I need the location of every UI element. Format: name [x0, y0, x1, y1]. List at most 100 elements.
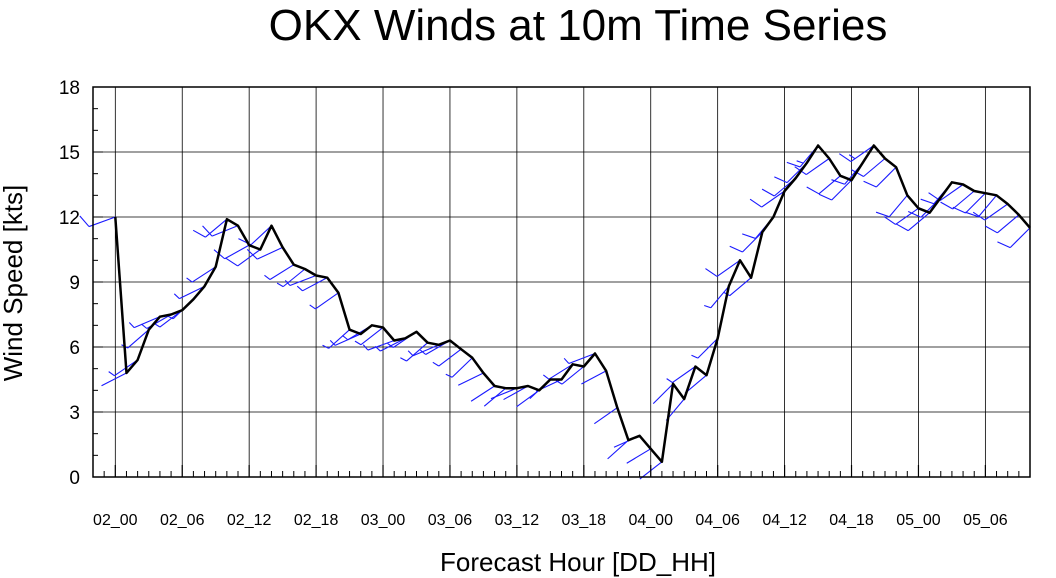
wind-barb-staff	[458, 372, 484, 386]
wind-barb-staff	[710, 285, 730, 309]
x-tick-label: 05_00	[896, 512, 941, 529]
wind-barb-staff	[127, 329, 150, 349]
chart-title: OKX Winds at 10m Time Series	[269, 1, 888, 50]
wind-barb-half-feather	[296, 285, 303, 292]
x-tick-label: 03_00	[361, 512, 406, 529]
wind-barb-staff	[888, 194, 908, 218]
wind-barb-staff	[716, 259, 741, 277]
wind-barb-staff	[360, 327, 384, 346]
wind-barb-staff	[470, 385, 495, 402]
wind-barb-half-feather	[329, 340, 336, 346]
wind-barb-staff	[742, 231, 763, 253]
x-tick-label: 02_00	[93, 512, 138, 529]
wind-barb-staff	[191, 266, 217, 283]
wind-barb-staff	[818, 175, 841, 195]
x-tick-label: 02_12	[227, 512, 272, 529]
wind-barb-half-feather	[374, 345, 381, 352]
y-tick-label: 18	[59, 78, 80, 99]
wind-barb-staff	[328, 329, 350, 349]
wind-barb-staff	[380, 337, 406, 352]
wind-barb-staff	[729, 277, 752, 297]
wind-barb-staff	[503, 385, 529, 401]
x-tick-label: 04_06	[695, 512, 740, 529]
wind-barb-staff	[939, 184, 964, 202]
wind-barb-half-feather	[407, 350, 414, 357]
grid	[93, 86, 1030, 478]
wind-barb-staff	[302, 277, 328, 292]
wind-barb-feather	[786, 161, 801, 168]
wind-barb-staff	[257, 246, 283, 260]
x-tick-label: 02_06	[160, 512, 205, 529]
wind-barb-half-feather	[691, 354, 699, 359]
wind-barb-staff	[805, 158, 830, 176]
wind-barb-staff	[965, 192, 986, 214]
wind-barb-feather	[831, 179, 845, 185]
wind-barb-half-feather	[128, 322, 135, 328]
wind-barb-feather	[79, 215, 90, 227]
wind-barb-staff	[561, 366, 585, 385]
wind-barb-half-feather	[400, 357, 407, 362]
x-tick-label: 04_00	[628, 512, 673, 529]
wind-barb-half-feather	[141, 323, 148, 329]
wind-barb-staff	[684, 374, 707, 394]
wind-barb-feather	[202, 225, 213, 237]
wind-barb-feather	[965, 211, 979, 218]
wind-barb-staff	[581, 370, 607, 385]
wind-barb-staff	[315, 292, 339, 310]
y-tick-label: 6	[69, 338, 80, 359]
wind-barb-half-feather	[186, 277, 193, 283]
wind-barb-half-feather	[796, 160, 804, 164]
wind-barb-feather	[839, 153, 852, 163]
wind-barb-staff	[237, 249, 261, 267]
y-tick-label: 0	[69, 468, 80, 489]
y-tick-label: 15	[59, 143, 80, 164]
wind-barb-staff	[978, 194, 997, 218]
wind-barb-staff	[984, 203, 1009, 221]
wind-barb-feather	[749, 198, 762, 208]
wind-barb-feather	[818, 193, 832, 201]
wind-barb-staff	[367, 339, 395, 351]
wind-barb-feather	[907, 211, 922, 218]
wind-barb-staff	[406, 342, 429, 362]
plot-frame	[92, 86, 1031, 478]
x-tick-label: 05_06	[963, 512, 1008, 529]
y-axis-label: Wind Speed [kts]	[0, 185, 28, 382]
wind-speed-line	[114, 144, 1031, 464]
wind-barb-feather	[940, 201, 954, 210]
wind-barb-staff	[568, 352, 596, 365]
wind-barb-staff	[490, 387, 518, 400]
wind-barb-feather	[705, 268, 718, 277]
wind-barb-half-feather	[264, 274, 271, 280]
wind-barb-staff	[907, 212, 930, 232]
wind-barb-half-feather	[432, 361, 440, 367]
wind-barb-staff	[697, 337, 719, 359]
x-axis-label: Forecast Hour [DD_HH]	[440, 547, 716, 577]
wind-barbs	[79, 145, 1031, 480]
wind-barb-feather	[952, 206, 966, 214]
x-tick-label: 03_12	[495, 512, 540, 529]
wind-barb-half-feather	[362, 344, 369, 351]
wind-barb-staff	[1009, 227, 1031, 249]
wind-barb-feather	[774, 176, 788, 184]
wind-barb-staff	[451, 357, 473, 378]
wind-barb-half-feather	[666, 378, 673, 384]
x-tick-labels: 02_00 02_06 02_12 02_18 03_00 03_06 03_12 03_18…	[93, 512, 1008, 529]
wind-barb-staff	[269, 264, 295, 280]
x-tick-label: 04_12	[762, 512, 807, 529]
wind-barb-feather	[920, 198, 935, 205]
wind-barb-staff	[997, 214, 1020, 234]
y-tick-label: 12	[59, 208, 80, 229]
y-tick-labels: 0 3 6 9 12 15 18	[59, 78, 80, 489]
wind-barb-half-feather	[555, 380, 563, 385]
wind-barb-feather	[806, 186, 820, 195]
y-tick-label: 3	[69, 403, 80, 424]
wind-barb-feather	[246, 249, 258, 260]
wind-barb-half-feather	[354, 340, 362, 346]
wind-barb-half-feather	[309, 304, 316, 310]
wind-barb-feather	[742, 233, 756, 239]
wind-barb-staff	[952, 190, 975, 210]
wind-barb-staff	[179, 285, 205, 300]
wind-barb-staff	[594, 407, 618, 425]
wind-barb-staff	[895, 207, 919, 225]
